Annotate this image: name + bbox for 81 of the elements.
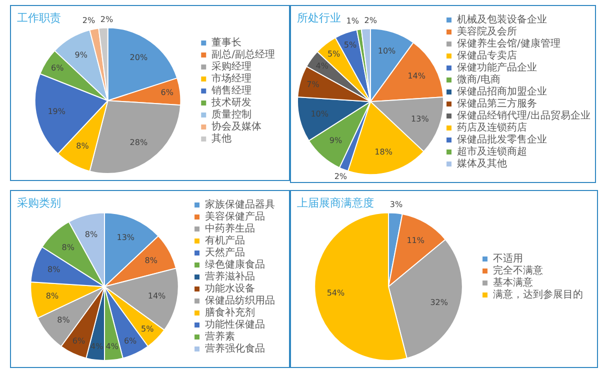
data-label: 9%: [74, 50, 88, 60]
legend-label: 超市及连锁商超: [457, 146, 527, 158]
legend-label: 家族保健品器具: [205, 198, 275, 211]
legend-label: 保健功能产品企业: [457, 62, 537, 74]
legend-label: 市场经理: [212, 72, 252, 85]
data-label: 6%: [160, 88, 174, 98]
data-label: 8%: [57, 316, 70, 325]
data-label: 54%: [326, 288, 345, 298]
data-label: 10%: [310, 110, 329, 119]
legend-label: 药店及连锁药店: [457, 122, 527, 134]
legend-label: 机械及包装设备企业: [457, 14, 547, 26]
legend-label: 保健品批发零售企业: [457, 134, 547, 146]
legend-label: 绿色健康食品: [205, 258, 265, 271]
data-label: 8%: [48, 265, 61, 274]
data-label: 6%: [72, 336, 86, 346]
data-label: 4%: [90, 342, 104, 351]
data-label: 6%: [50, 64, 64, 73]
legend-label: 完全不满意: [493, 264, 543, 277]
data-label: 14%: [408, 71, 426, 80]
data-label: 20%: [130, 53, 148, 62]
legend-label: 其他: [212, 132, 232, 145]
data-label: 10%: [378, 46, 396, 56]
legend-label: 营养强化食品: [205, 342, 265, 355]
data-label: 5%: [141, 324, 154, 334]
data-label: 5%: [344, 40, 357, 50]
data-label: 2%: [82, 16, 96, 26]
legend-label: 膳食补充剂: [205, 306, 255, 319]
chart-title: 工作职责: [17, 11, 61, 24]
legend-label: 美容院及会所: [457, 26, 517, 38]
legend-label: 质量控制: [212, 108, 252, 121]
legend-label: 功能水设备: [205, 282, 255, 295]
legend-label: 保健品第三方服务: [457, 98, 537, 110]
data-label: 7%: [306, 80, 320, 89]
legend-label: 董事长: [212, 36, 242, 49]
legend-label: 销售经理: [210, 84, 252, 97]
text: 所处行业: [297, 11, 341, 24]
legend-label: 满意，达到参展目的: [493, 288, 583, 301]
data-label: 9%: [329, 136, 342, 146]
data-label: 18%: [374, 148, 393, 157]
data-label: 6%: [124, 336, 138, 346]
legend-label: 协会及媒体: [212, 120, 262, 133]
legend-label: 基本满意: [493, 276, 533, 289]
data-label: 4%: [106, 342, 119, 351]
data-label: 8%: [144, 256, 158, 266]
data-label: 8%: [46, 292, 59, 301]
legend-label: 保健品专卖店: [457, 50, 517, 62]
legend-label: 保健品经销代理/出品贸易企业: [457, 110, 590, 122]
legend-label: 营养素: [205, 330, 235, 343]
legend-label: 媒体及其他: [457, 158, 507, 170]
data-label: 1%: [346, 16, 360, 26]
chart-title: 上届展商满意度: [297, 196, 374, 210]
data-label: 2%: [364, 16, 378, 25]
data-label: 13%: [116, 232, 135, 242]
legend-label: 副总/副总经理: [212, 48, 276, 61]
legend-label: 保健品招商加盟企业: [457, 86, 547, 98]
data-label: 32%: [430, 298, 448, 308]
data-label: 14%: [148, 292, 166, 301]
legend-label: 天然产品: [205, 246, 245, 259]
data-label: 8%: [84, 230, 98, 240]
data-label: 2%: [100, 14, 114, 24]
legend-label: 功能性保健品: [205, 318, 265, 331]
data-label: 2%: [334, 172, 348, 181]
legend-label: 保健品纺织用品: [205, 294, 275, 307]
legend-label: 保健养生会馆/健康管理: [457, 38, 560, 50]
data-label: 5%: [327, 49, 341, 58]
data-label: 3%: [390, 200, 403, 210]
data-label: 19%: [48, 107, 66, 116]
legend-label: 有机产品: [205, 234, 245, 247]
legend-label: 不适用: [493, 252, 523, 265]
legend-label: 微商/电商: [457, 74, 500, 86]
legend-label: 采购经理: [212, 60, 252, 73]
data-label: 8%: [62, 242, 75, 252]
data-label: 13%: [411, 114, 430, 124]
legend-label: 中药养生品: [205, 222, 255, 235]
text: 采购类别: [17, 196, 61, 210]
legend-label: 营养滋补品: [205, 270, 255, 283]
data-label: 8%: [76, 142, 90, 151]
data-label: 28%: [130, 138, 148, 148]
legend-label: 技术研发: [210, 96, 252, 109]
legend-label: 美容保健产品: [205, 210, 265, 223]
data-label: 11%: [406, 236, 425, 245]
